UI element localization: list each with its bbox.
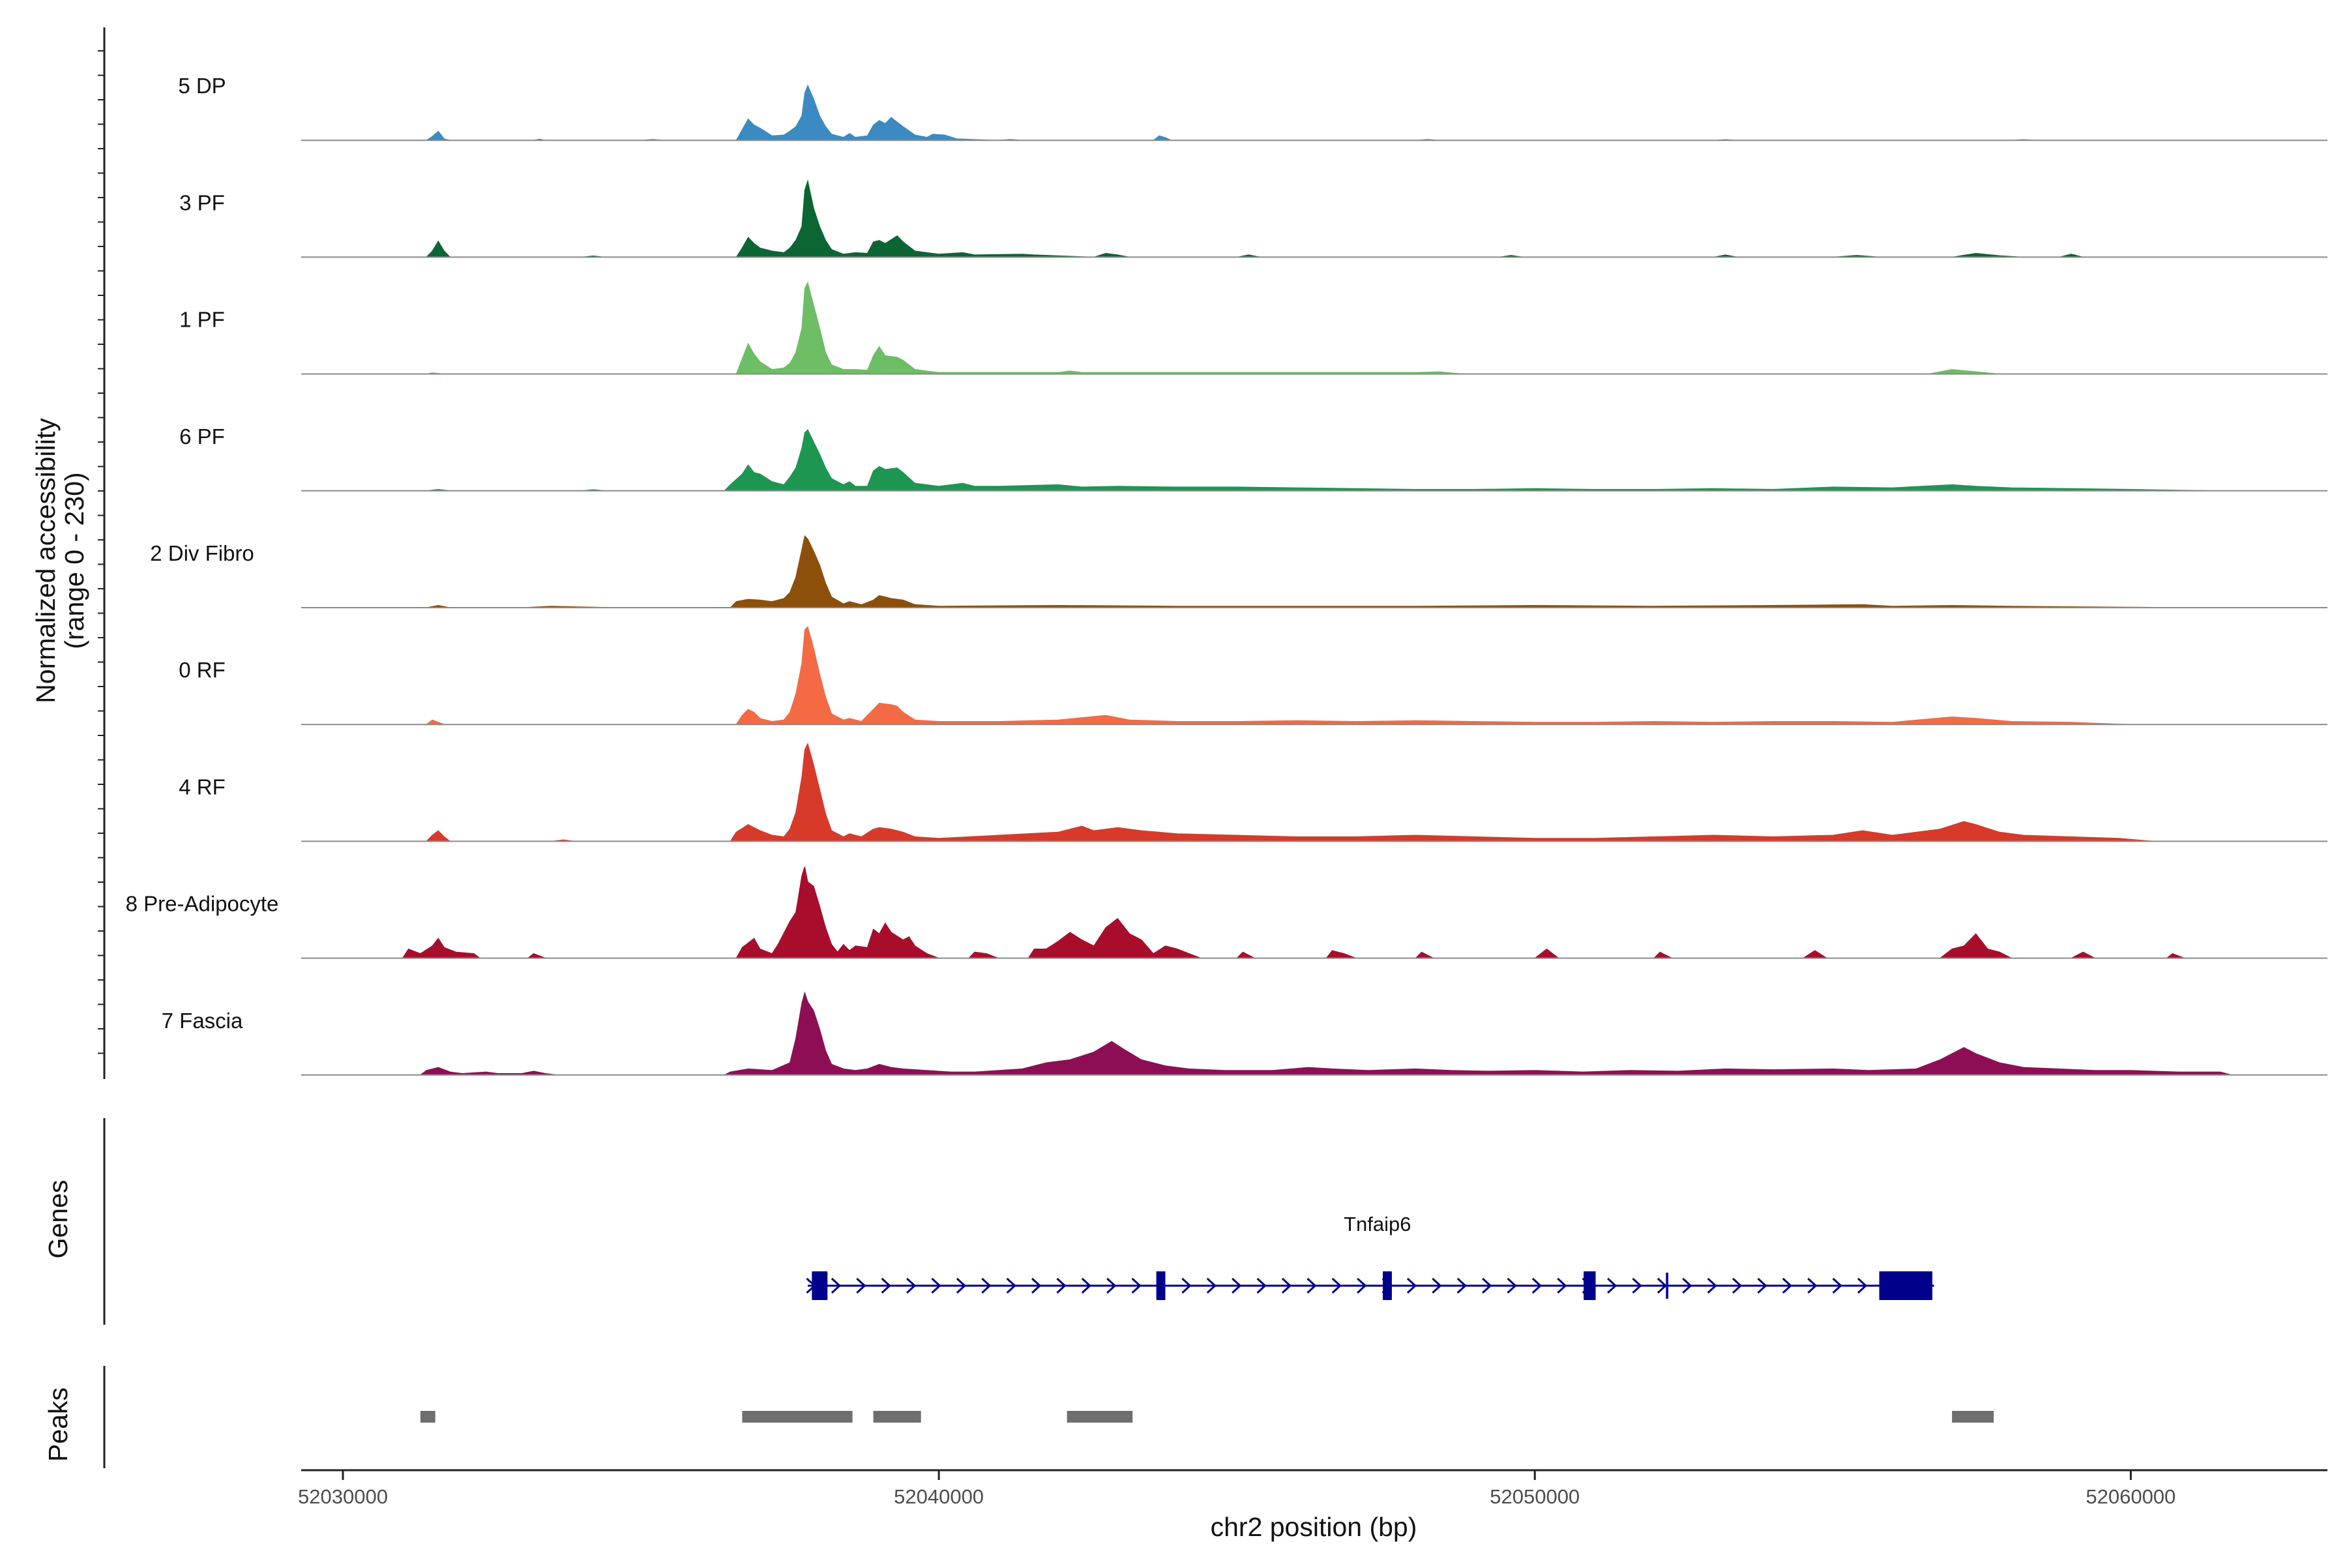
strand-arrow <box>881 1277 891 1294</box>
strand-arrow <box>1782 1277 1793 1294</box>
coverage-area <box>425 179 2119 258</box>
track-label: 1 PF <box>179 308 225 332</box>
peak-region <box>742 1411 853 1423</box>
genes-panel: Tnfaip6 <box>103 1118 1934 1325</box>
coding-segment <box>1879 1273 1932 1299</box>
coverage-area <box>426 429 2221 492</box>
strand-arrow <box>1456 1277 1467 1294</box>
strand-arrow <box>1482 1277 1492 1294</box>
strand-arrow <box>1281 1277 1292 1294</box>
strand-arrow <box>1206 1277 1217 1294</box>
strand-arrow <box>1657 1277 1668 1294</box>
strand-arrow <box>1757 1277 1767 1294</box>
y-axis-title-line2: (range 0 - 230) <box>59 472 89 649</box>
strand-arrow <box>1531 1277 1543 1294</box>
strand-arrow <box>1406 1277 1417 1294</box>
track-label: 7 Fascia <box>162 1009 243 1033</box>
coding-segment <box>812 1273 828 1299</box>
y-axis <box>98 27 106 1079</box>
strand-arrow <box>1031 1277 1042 1294</box>
peak-region <box>420 1411 435 1423</box>
track-2-div-fibro: 2 Div Fibro <box>150 535 2327 608</box>
y-axis-title-line1: Normalized accessibility <box>31 418 61 703</box>
track-1-pf: 1 PF <box>179 281 2327 375</box>
peak-region <box>1067 1411 1133 1423</box>
coverage-area <box>425 84 2221 141</box>
x-tick-label: 52060000 <box>2086 1485 2176 1508</box>
coverage-area <box>425 742 2155 842</box>
track-0-rf: 0 RF <box>179 626 2327 726</box>
strand-arrow <box>1682 1277 1692 1294</box>
peaks-panel <box>103 1366 1994 1468</box>
strand-arrow <box>1256 1277 1267 1294</box>
strand-arrow <box>1131 1277 1142 1294</box>
gene-name-label: Tnfaip6 <box>1344 1213 1411 1235</box>
coverage-area <box>426 281 2155 375</box>
strand-arrow <box>1607 1277 1617 1294</box>
coverage-area <box>402 866 2185 959</box>
gene-model: Tnfaip6 <box>806 1213 1934 1300</box>
strand-arrow <box>931 1277 941 1294</box>
track-4-rf: 4 RF <box>179 742 2327 842</box>
peak-region <box>873 1411 921 1423</box>
coverage-tracks: 5 DP 3 PF 1 PF 6 PF 2 Div Fibro 0 RF 4 RF 8 Pre… <box>126 74 2327 1076</box>
track-label: 0 RF <box>179 658 226 682</box>
strand-arrow <box>1331 1277 1342 1294</box>
strand-arrow <box>906 1277 917 1294</box>
track-label: 6 PF <box>179 424 225 449</box>
strand-arrow <box>1232 1277 1242 1294</box>
track-7-fascia: 7 Fascia <box>162 991 2327 1076</box>
strand-arrow <box>1732 1277 1743 1294</box>
strand-arrow <box>1857 1277 1868 1294</box>
genes-panel-title: Genes <box>43 1180 73 1259</box>
x-axis: 52030000 52040000 52050000 52060000 <box>298 1469 2327 1508</box>
track-label: 4 RF <box>179 775 226 799</box>
strand-arrow <box>1106 1277 1117 1294</box>
strand-arrow <box>1432 1277 1442 1294</box>
coding-segment <box>1383 1273 1392 1299</box>
coding-segment <box>1666 1273 1668 1299</box>
strand-arrow <box>1181 1277 1192 1294</box>
track-label: 3 PF <box>179 190 225 214</box>
x-tick-label: 52030000 <box>298 1485 388 1508</box>
strand-arrow <box>1081 1277 1092 1294</box>
track-label: 5 DP <box>178 74 226 98</box>
coding-segment <box>1156 1273 1166 1299</box>
strand-arrow <box>1807 1277 1818 1294</box>
strand-arrow <box>1557 1277 1567 1294</box>
strand-arrow <box>1357 1277 1367 1294</box>
coverage-area <box>419 991 2232 1076</box>
x-tick-label: 52050000 <box>1490 1485 1580 1508</box>
track-label: 2 Div Fibro <box>150 541 254 565</box>
strand-arrow <box>1707 1277 1717 1294</box>
track-label: 8 Pre-Adipocyte <box>126 892 279 916</box>
track-6-pf: 6 PF <box>179 424 2327 492</box>
x-tick-label: 52040000 <box>894 1485 984 1508</box>
x-axis-title: chr2 position (bp) <box>1211 1512 1417 1542</box>
coding-segment <box>1584 1273 1596 1299</box>
strand-arrow <box>1056 1277 1067 1294</box>
strand-arrow <box>831 1277 842 1294</box>
strand-arrow <box>1632 1277 1642 1294</box>
peak-region <box>1952 1411 1994 1423</box>
strand-arrow <box>1832 1277 1842 1294</box>
peaks-panel-title: Peaks <box>43 1387 73 1462</box>
strand-arrow <box>956 1277 967 1294</box>
strand-arrow <box>856 1277 866 1294</box>
strand-arrow <box>1306 1277 1317 1294</box>
strand-arrow <box>1006 1277 1016 1294</box>
track-3-pf: 3 PF <box>179 179 2327 258</box>
strand-arrow <box>1507 1277 1517 1294</box>
track-8-pre-adipocyte: 8 Pre-Adipocyte <box>126 866 2327 959</box>
coverage-area <box>425 626 2131 725</box>
strand-arrow <box>981 1277 992 1294</box>
coverage-area <box>426 535 2191 608</box>
track-5-dp: 5 DP <box>178 74 2327 141</box>
